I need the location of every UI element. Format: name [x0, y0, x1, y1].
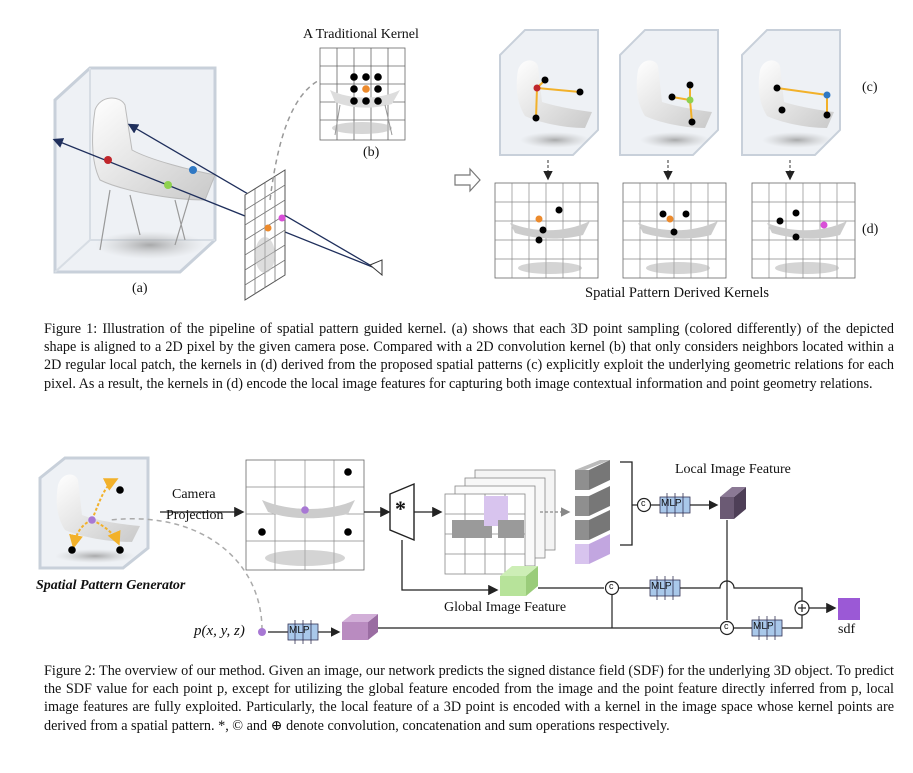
derived-kernels-title: Spatial Pattern Derived Kernels: [585, 285, 770, 301]
point-feature-block: [342, 614, 378, 640]
mlp-final-label: MLP: [753, 621, 774, 632]
magenta-pixel: [278, 214, 286, 222]
sdf-label: sdf: [838, 622, 856, 637]
label-d: (d): [862, 222, 879, 237]
panel-d: [494, 182, 856, 279]
green-point: [164, 181, 172, 189]
mlp-global: [649, 576, 681, 600]
sdf-output-block: [838, 598, 860, 620]
figure-2: [38, 456, 860, 644]
traditional-kernel-title: A Traditional Kernel: [303, 27, 419, 42]
camera-label: Camera: [172, 487, 216, 502]
local-image-feature-label: Local Image Feature: [675, 462, 791, 477]
concat-symbol-local: c: [641, 498, 646, 508]
pipeline-arrow: [454, 167, 481, 193]
label-a: (a): [132, 281, 148, 296]
local-image-feature-block: [720, 487, 746, 519]
global-image-feature-block: [500, 566, 538, 596]
convolution-symbol: *: [395, 496, 406, 521]
panel-c: [499, 29, 841, 181]
label-b: (b): [363, 145, 380, 160]
point-label: p(x, y, z): [194, 623, 245, 639]
red-point: [104, 156, 112, 164]
panel-b: [319, 47, 406, 141]
orange-pixel: [264, 224, 272, 232]
projection-label: Projection: [166, 508, 224, 523]
label-c: (c): [862, 80, 878, 95]
mlp-point-label: MLP: [289, 625, 310, 636]
concat-symbol-global: c: [609, 581, 614, 591]
mlp-point: [287, 620, 319, 644]
figure-2-caption: Figure 2: The overview of our method. Gi…: [44, 663, 894, 734]
concat-symbol-final: c: [724, 621, 729, 631]
figure-1-caption: Figure 1: Illustration of the pipeline o…: [44, 321, 894, 392]
spatial-pattern-generator-label: Spatial Pattern Generator: [36, 578, 186, 593]
blue-point: [189, 166, 197, 174]
panel-a: [52, 66, 383, 301]
mlp-local-label: MLP: [661, 498, 682, 509]
global-image-feature-label: Global Image Feature: [444, 600, 567, 615]
mlp-global-label: MLP: [651, 581, 672, 592]
